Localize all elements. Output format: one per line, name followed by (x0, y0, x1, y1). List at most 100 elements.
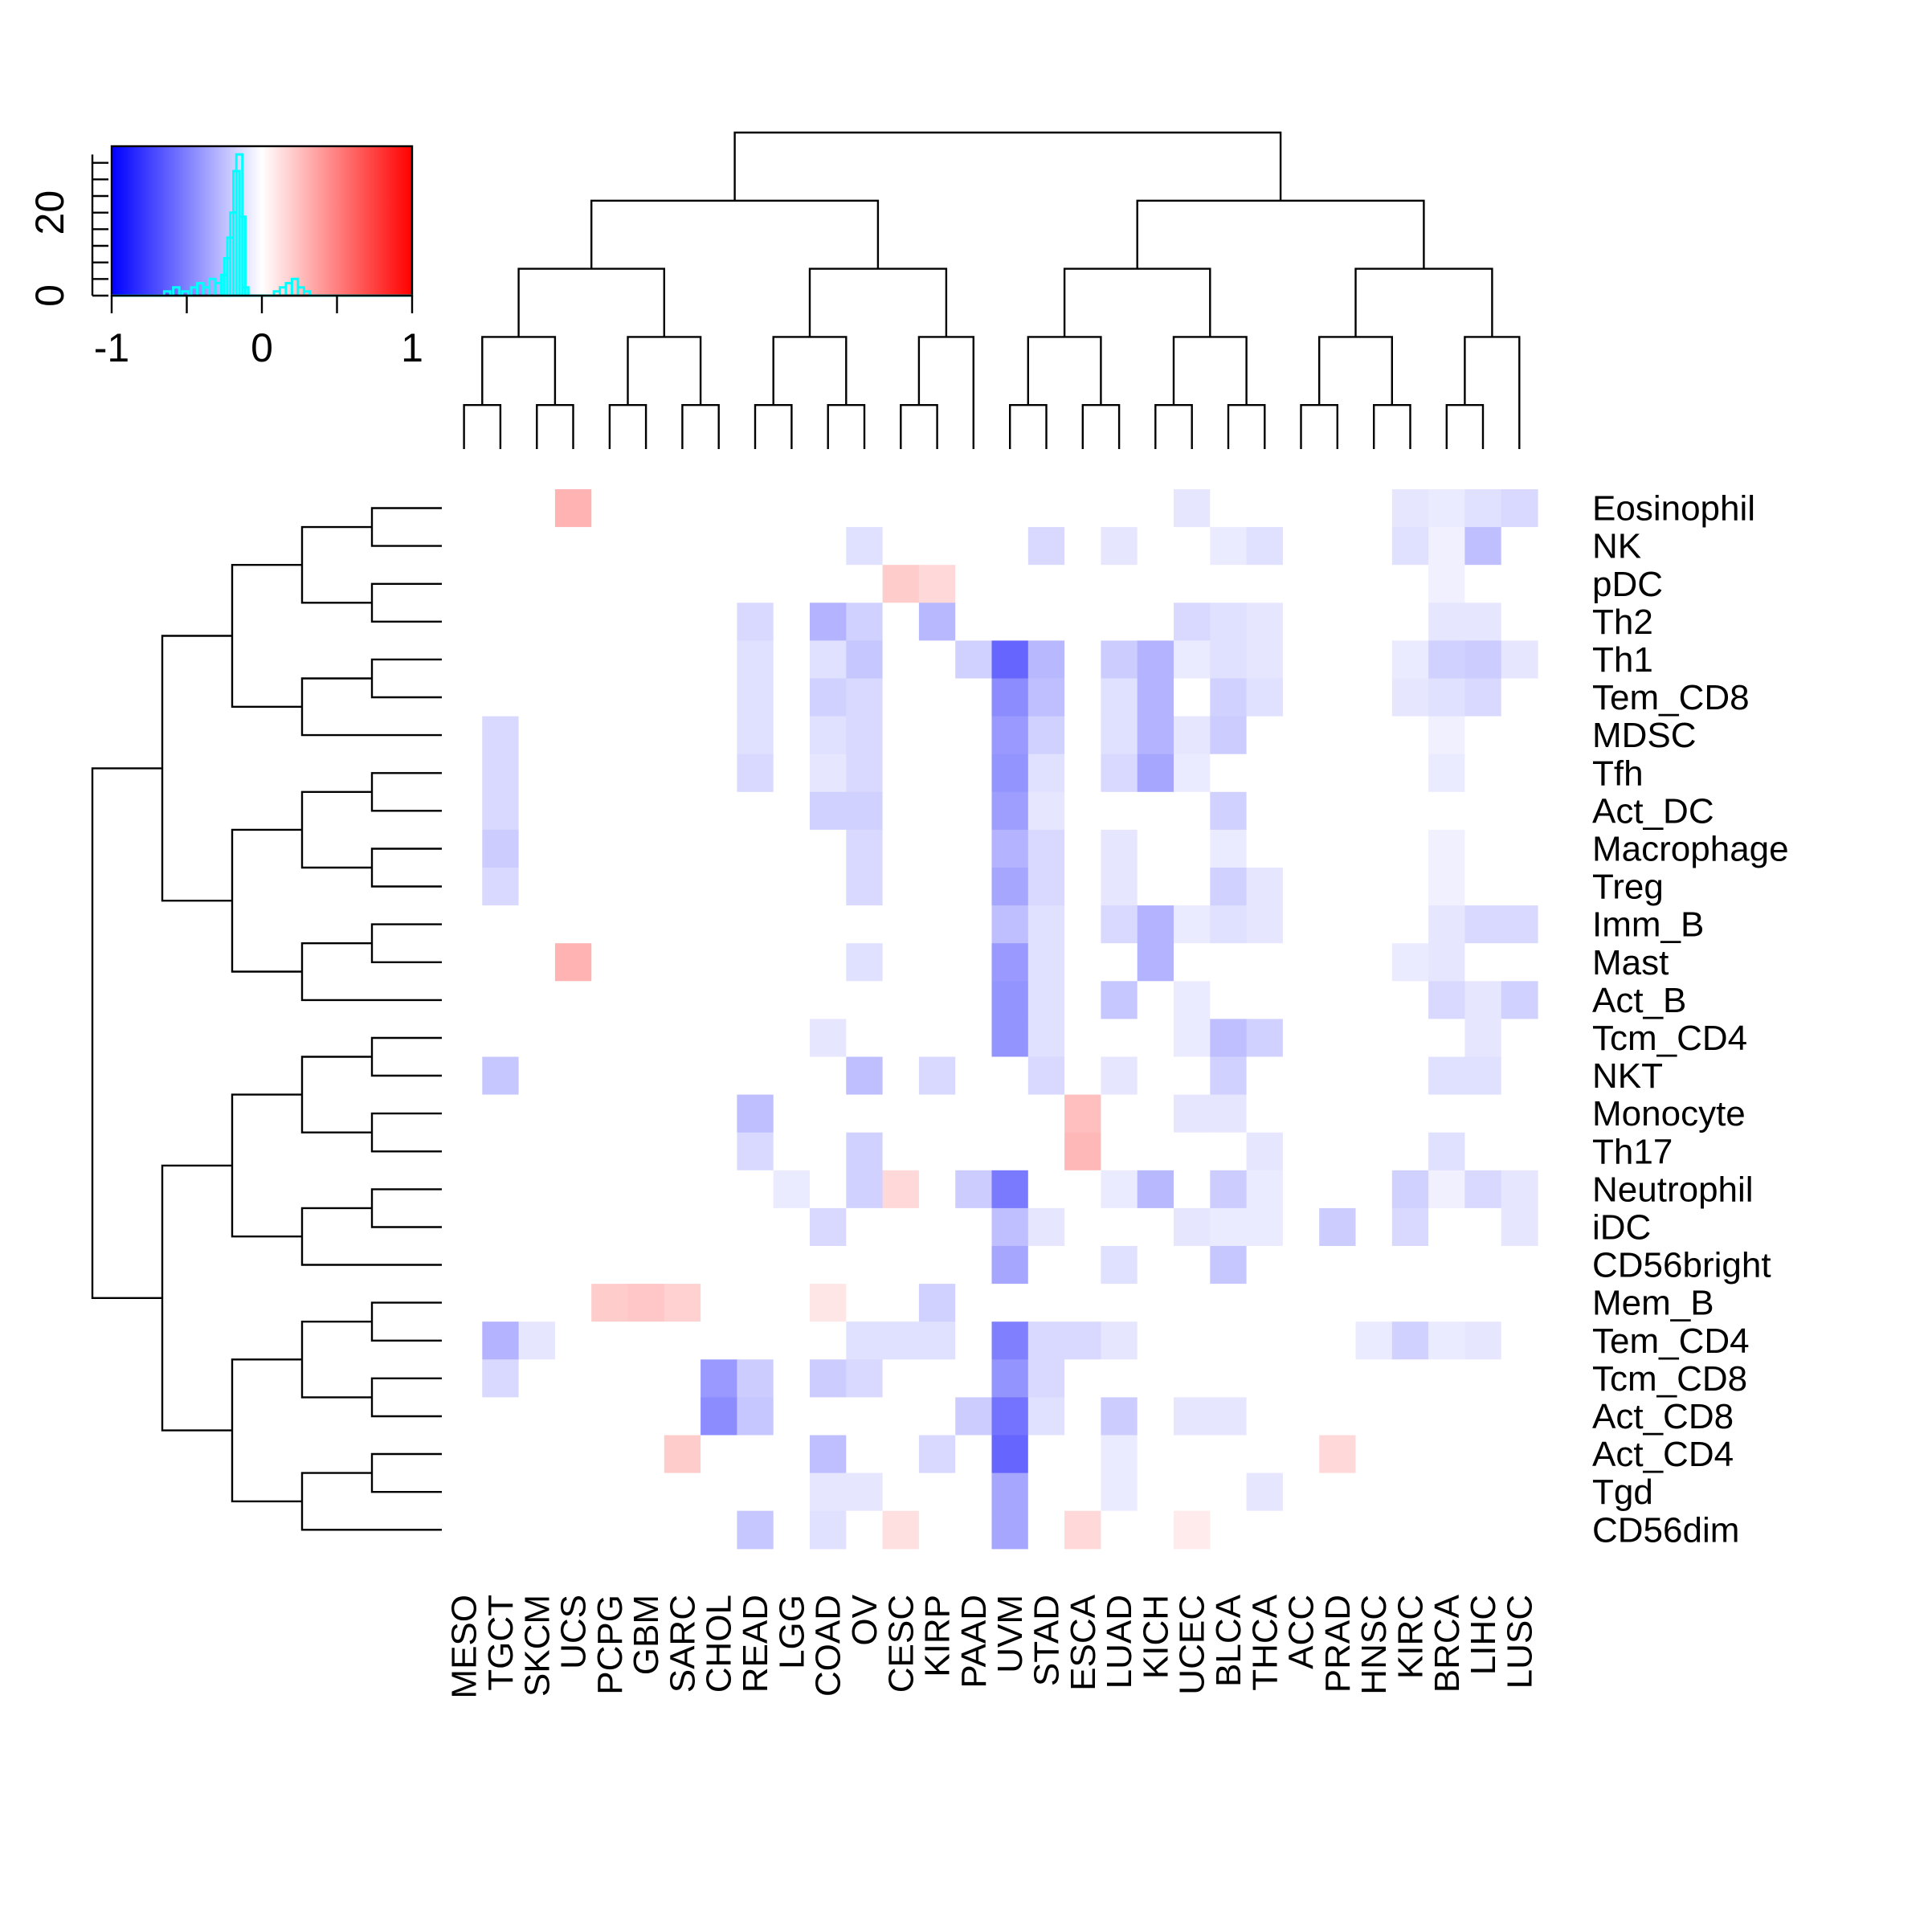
heatmap-cell-Mast-BLCA (1210, 943, 1248, 982)
heatmap-cell-NK-LGG (773, 527, 811, 566)
heatmap-cell-Macrophage-ESCA (1064, 829, 1101, 868)
heatmap-cell-Act_CD8-KIRC (1391, 1397, 1429, 1436)
heatmap-cell-Macrophage-HNSC (1355, 829, 1393, 868)
heatmap-cell-Eosinophil-MESO (446, 489, 483, 528)
heatmap-cell-Tem_CD8-ESCA (1064, 678, 1101, 717)
heatmap-cell-Act_CD4-CESC (882, 1435, 920, 1474)
heatmap-cell-Macrophage-LGG (773, 829, 811, 868)
heatmap-cell-Mem_B-PRAD (1319, 1284, 1357, 1322)
heatmap-cell-Tcm_CD4-KIRP (918, 1019, 956, 1058)
heatmap-cell-Tcm_CD4-LUAD (1101, 1019, 1138, 1058)
heatmap-cell-Th2-OV (846, 602, 884, 641)
heatmap-cell-Tcm_CD8-OV (846, 1359, 884, 1398)
heatmap-cell-pDC-COAD (810, 565, 847, 603)
heatmap-cell-Tfh-PAAD (955, 754, 993, 793)
heatmap-cell-CD56dim-PAAD (955, 1510, 993, 1550)
heatmap-cell-Macrophage-SARC (664, 829, 701, 868)
heatmap-cell-Th17-CHOL (701, 1132, 737, 1171)
heatmap-cell-Act_CD4-HNSC (1355, 1435, 1393, 1474)
heatmap-cell-Neutrophil-LUAD (1101, 1170, 1138, 1209)
row-label: NK (1592, 527, 1641, 566)
heatmap-cell-pDC-CHOL (701, 565, 737, 603)
row-label: CD56bright (1592, 1246, 1771, 1285)
heatmap-cell-Monocyte-OV (846, 1094, 884, 1133)
heatmap-cell-NKT-UCS (554, 1056, 592, 1096)
heatmap-cell-Th17-SKCM (518, 1132, 556, 1171)
heatmap-cell-Treg-SARC (664, 868, 701, 906)
heatmap-cell-CD56bright-BRCA (1428, 1246, 1465, 1285)
heatmap-cell-Monocyte-UVM (991, 1094, 1029, 1133)
heatmap-cell-Macrophage-ACC (1282, 829, 1320, 868)
heatmap-cell-Th17-LUAD (1101, 1132, 1138, 1171)
heatmap-cell-Th1-PCPG (591, 640, 629, 680)
heatmap-cell-Neutrophil-PCPG (591, 1170, 629, 1209)
heatmap-cell-Neutrophil-KIRP (918, 1170, 956, 1209)
heatmap-cell-CD56dim-PRAD (1319, 1510, 1357, 1550)
heatmap-cell-MDSC-ESCA (1064, 716, 1101, 755)
heatmap-cell-Tcm_CD4-HNSC (1355, 1019, 1393, 1058)
heatmap-cell-Mem_B-LUSC (1501, 1284, 1538, 1322)
heatmap-cell-MDSC-LUAD (1101, 716, 1138, 755)
heatmap-cell-Th1-TGCT (482, 640, 520, 680)
row-label: Imm_B (1592, 905, 1704, 945)
heatmap-cell-Neutrophil-BLCA (1210, 1170, 1248, 1209)
heatmap-cell-Act_CD8-KIRP (918, 1397, 956, 1436)
heatmap-cell-Treg-ESCA (1064, 868, 1101, 906)
heatmap-cell-Monocyte-HNSC (1355, 1094, 1393, 1133)
heatmap-cell-MDSC-GBM (627, 716, 665, 755)
column-label: UCS (554, 1595, 594, 1669)
heatmap-cell-Act_CD4-PRAD (1319, 1435, 1357, 1474)
column-dendrogram-branch (1027, 336, 1102, 406)
heatmap-cell-Th1-CHOL (701, 640, 737, 680)
heatmap-cell-Tem_CD8-TGCT (482, 678, 520, 717)
heatmap-cell-Tem_CD4-PAAD (955, 1321, 993, 1360)
heatmap-cell-Monocyte-KIRP (918, 1094, 956, 1133)
heatmap-cell-pDC-KIRP (918, 565, 956, 603)
heatmap-cell-pDC-SARC (664, 565, 701, 603)
heatmap-cell-Tgd-SARC (664, 1472, 701, 1512)
heatmap-cell-Mast-SARC (664, 943, 701, 982)
heatmap-cell-Mem_B-READ (737, 1284, 774, 1322)
heatmap-cell-Act_DC-READ (737, 791, 774, 831)
heatmap-cell-Th1-KICH (1137, 640, 1174, 680)
column-label: THCA (1245, 1594, 1285, 1690)
row-dendrogram-branch (161, 635, 232, 902)
heatmap-cell-Mast-SKCM (518, 943, 556, 982)
heatmap-cell-Act_CD4-UCS (554, 1435, 592, 1474)
heatmap-cell-Eosinophil-ACC (1282, 489, 1320, 528)
heatmap-cell-Act_DC-KIRC (1391, 791, 1429, 831)
heatmap-cell-Tem_CD4-TGCT (482, 1321, 520, 1360)
row-label: Macrophage (1592, 830, 1789, 869)
heatmap-cell-Macrophage-CHOL (701, 829, 737, 868)
heatmap-cell-iDC-PRAD (1319, 1207, 1357, 1247)
heatmap-cell-pDC-OV (846, 565, 884, 603)
row-label: NKT (1592, 1056, 1663, 1096)
heatmap-cell-CD56bright-HNSC (1355, 1246, 1393, 1285)
heatmap-cell-Th2-COAD (810, 602, 847, 641)
heatmap-cell-Th2-UCEC (1174, 602, 1211, 641)
heatmap-cell-Imm_B-CESC (882, 905, 920, 944)
heatmap-cell-Tgd-LIHC (1464, 1472, 1502, 1512)
heatmap-cell-Tfh-STAD (1027, 754, 1065, 793)
heatmap-cell-Tfh-ACC (1282, 754, 1320, 793)
heatmap-cell-Macrophage-MESO (446, 829, 483, 868)
heatmap-cell-Imm_B-BRCA (1428, 905, 1465, 944)
heatmap-cell-Act_CD4-LUAD (1101, 1435, 1138, 1474)
row-label: MDSC (1592, 716, 1697, 755)
column-dendrogram-branch (517, 268, 665, 337)
heatmap-cell-Tcm_CD4-UVM (991, 1019, 1029, 1058)
heatmap-cell-Eosinophil-STAD (1027, 489, 1065, 528)
heatmap-cell-Eosinophil-THCA (1246, 489, 1284, 528)
heatmap-cell-NKT-STAD (1027, 1056, 1065, 1096)
row-label: Th17 (1592, 1132, 1673, 1171)
heatmap-cell-CD56dim-COAD (810, 1510, 847, 1550)
heatmap-cell-pDC-LIHC (1464, 565, 1502, 603)
heatmap-cell-CD56bright-ACC (1282, 1246, 1320, 1285)
heatmap-cell-Mast-OV (846, 943, 884, 982)
heatmap-cell-Act_CD4-LUSC (1501, 1435, 1538, 1474)
column-label: KIRC (1391, 1595, 1431, 1679)
heatmap-cell-Imm_B-MESO (446, 905, 483, 944)
heatmap-cell-iDC-UCS (554, 1207, 592, 1247)
heatmap-cell-NK-TGCT (482, 527, 520, 566)
